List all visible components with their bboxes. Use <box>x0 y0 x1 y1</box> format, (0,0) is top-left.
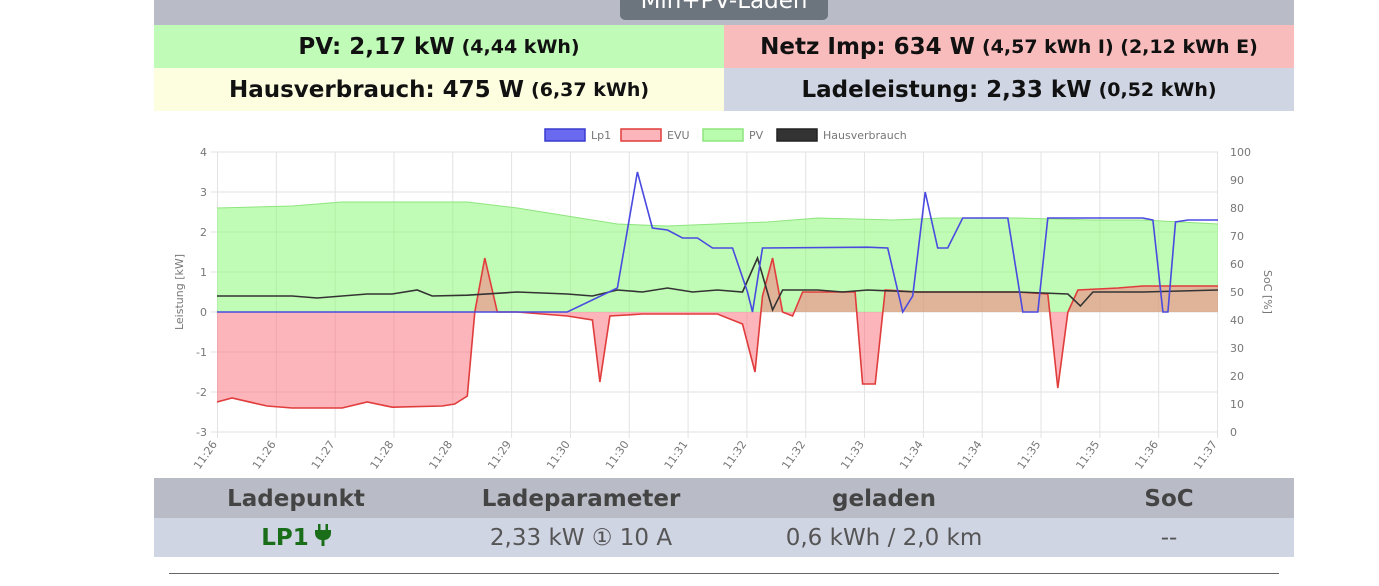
soc-tick-label: 0 <box>1230 426 1237 439</box>
soc-tick-label: 80 <box>1230 202 1244 215</box>
geladen-cell: 0,6 kWh / 2,0 km <box>785 525 983 551</box>
charge-mode-button[interactable]: Min+PV-Laden <box>620 0 828 20</box>
x-tick-label: 11:35 <box>1015 438 1044 471</box>
header-soc: SoC <box>1144 486 1194 512</box>
y-tick-label: 0 <box>200 306 207 319</box>
x-tick-label: 11:31 <box>662 438 691 471</box>
y-tick-label: -3 <box>196 426 207 439</box>
x-tick-label: 11:30 <box>544 438 573 471</box>
soc-tick-label: 20 <box>1230 370 1244 383</box>
x-tick-label: 11:30 <box>603 438 632 471</box>
x-tick-label: 11:33 <box>838 438 867 471</box>
y-tick-label: 3 <box>200 186 207 199</box>
hausverbrauch-energy: (6,37 kWh) <box>531 78 650 101</box>
y-tick-label: -1 <box>196 346 207 359</box>
table-row[interactable]: LP1 2,33 kW ① 10 A 0,6 kWh / 2,0 km -- <box>154 518 1294 557</box>
header-ladepunkt: Ladepunkt <box>227 486 365 512</box>
y-axis-label: Leistung [kW] <box>173 254 186 330</box>
soc-tick-label: 10 <box>1230 398 1244 411</box>
ladeleistung-value: Ladeleistung: 2,33 kW <box>801 76 1092 103</box>
legend-swatch-lp1 <box>544 128 586 142</box>
hausverbrauch-value: Hausverbrauch: 475 W <box>228 76 525 103</box>
series-line-lp1 <box>217 171 1218 315</box>
soc-tick-label: 40 <box>1230 314 1244 327</box>
x-tick-label: 11:34 <box>956 438 985 471</box>
ladepunkt-name[interactable]: LP1 <box>261 525 309 551</box>
legend-swatch-pv <box>702 128 744 142</box>
soc-tick-label: 60 <box>1230 258 1244 271</box>
x-tick-label: 11:32 <box>721 438 750 471</box>
y-tick-label: -2 <box>196 386 207 399</box>
series-line-pv <box>216 201 1219 227</box>
x-tick-label: 11:26 <box>191 438 220 471</box>
x-tick-label: 11:35 <box>1073 438 1102 471</box>
x-tick-label: 11:32 <box>779 438 808 471</box>
x-tick-label: 11:36 <box>1132 438 1161 471</box>
x-tick-label: 11:26 <box>250 438 279 471</box>
divider <box>169 573 1279 574</box>
ladeleistung-summary: Ladeleistung: 2,33 kW (0,52 kWh) <box>724 68 1294 111</box>
ladepunkt-cell[interactable]: LP1 <box>154 518 438 557</box>
soc-tick-label: 100 <box>1230 146 1251 159</box>
header-ladeparameter: Ladeparameter <box>481 486 681 512</box>
pv-summary: PV: 2,17 kW (4,44 kWh) <box>154 25 724 68</box>
x-tick-label: 11:27 <box>309 438 338 471</box>
plug-icon <box>314 519 331 559</box>
netz-summary: Netz Imp: 634 W (4,57 kWh I) (2,12 kWh E… <box>724 25 1294 68</box>
table-header: Ladepunkt Ladeparameter geladen SoC <box>154 478 1294 518</box>
series-area-pv <box>217 202 1218 312</box>
soc-cell: -- <box>1160 525 1178 551</box>
pv-energy: (4,44 kWh) <box>461 35 580 58</box>
x-tick-label: 11:29 <box>485 438 514 471</box>
x-tick-label: 11:28 <box>368 438 397 471</box>
soc-axis-label: SoC [%] <box>1261 270 1274 314</box>
hausverbrauch-summary: Hausverbrauch: 475 W (6,37 kWh) <box>154 68 724 111</box>
series-area-evu <box>217 258 1218 408</box>
netz-energy: (4,57 kWh I) (2,12 kWh E) <box>981 35 1258 58</box>
soc-tick-label: 70 <box>1230 230 1244 243</box>
series-line-hausverbrauch <box>217 255 1219 313</box>
netz-value: Netz Imp: 634 W <box>760 33 975 60</box>
x-tick-label: 11:37 <box>1191 438 1220 471</box>
legend-label-lp1: Lp1 <box>591 129 611 142</box>
legend-label-hausverbrauch: Hausverbrauch <box>823 129 907 142</box>
y-tick-label: 4 <box>200 146 207 159</box>
legend-swatch-hausverbrauch <box>776 128 818 142</box>
y-tick-label: 2 <box>200 226 207 239</box>
ladeleistung-energy: (0,52 kWh) <box>1098 78 1217 101</box>
y-tick-label: 1 <box>200 266 207 279</box>
pv-value: PV: 2,17 kW <box>298 33 455 60</box>
legend-label-pv: PV <box>749 129 764 142</box>
legend-swatch-evu <box>620 128 662 142</box>
x-tick-label: 11:34 <box>897 438 926 471</box>
soc-tick-label: 50 <box>1230 286 1244 299</box>
legend-label-evu: EVU <box>667 129 690 142</box>
x-tick-label: 11:28 <box>426 438 455 471</box>
soc-tick-label: 90 <box>1230 174 1244 187</box>
ladeparameter-cell[interactable]: 2,33 kW ① 10 A <box>489 525 673 551</box>
header-geladen: geladen <box>832 486 936 512</box>
soc-tick-label: 30 <box>1230 342 1244 355</box>
